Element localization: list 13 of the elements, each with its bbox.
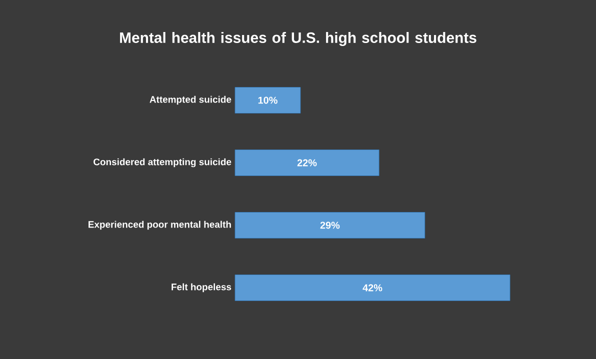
bar — [234, 87, 301, 114]
y-tick-label: Attempted suicide — [150, 96, 232, 105]
bar — [234, 212, 426, 238]
y-tick-label: Considered attempting suicide — [94, 158, 232, 168]
y-tick-label: Felt hopeless — [172, 283, 232, 292]
y-tick-label: Experienced poor mental health — [88, 220, 231, 230]
chart-title: Mental health issues of U.S. high school students — [120, 32, 476, 46]
data-label: 29% — [320, 222, 340, 229]
bar — [234, 150, 380, 176]
bar — [234, 274, 510, 301]
data-label: 22% — [297, 159, 317, 166]
data-label: 10% — [258, 96, 278, 104]
data-label: 42% — [362, 284, 382, 292]
